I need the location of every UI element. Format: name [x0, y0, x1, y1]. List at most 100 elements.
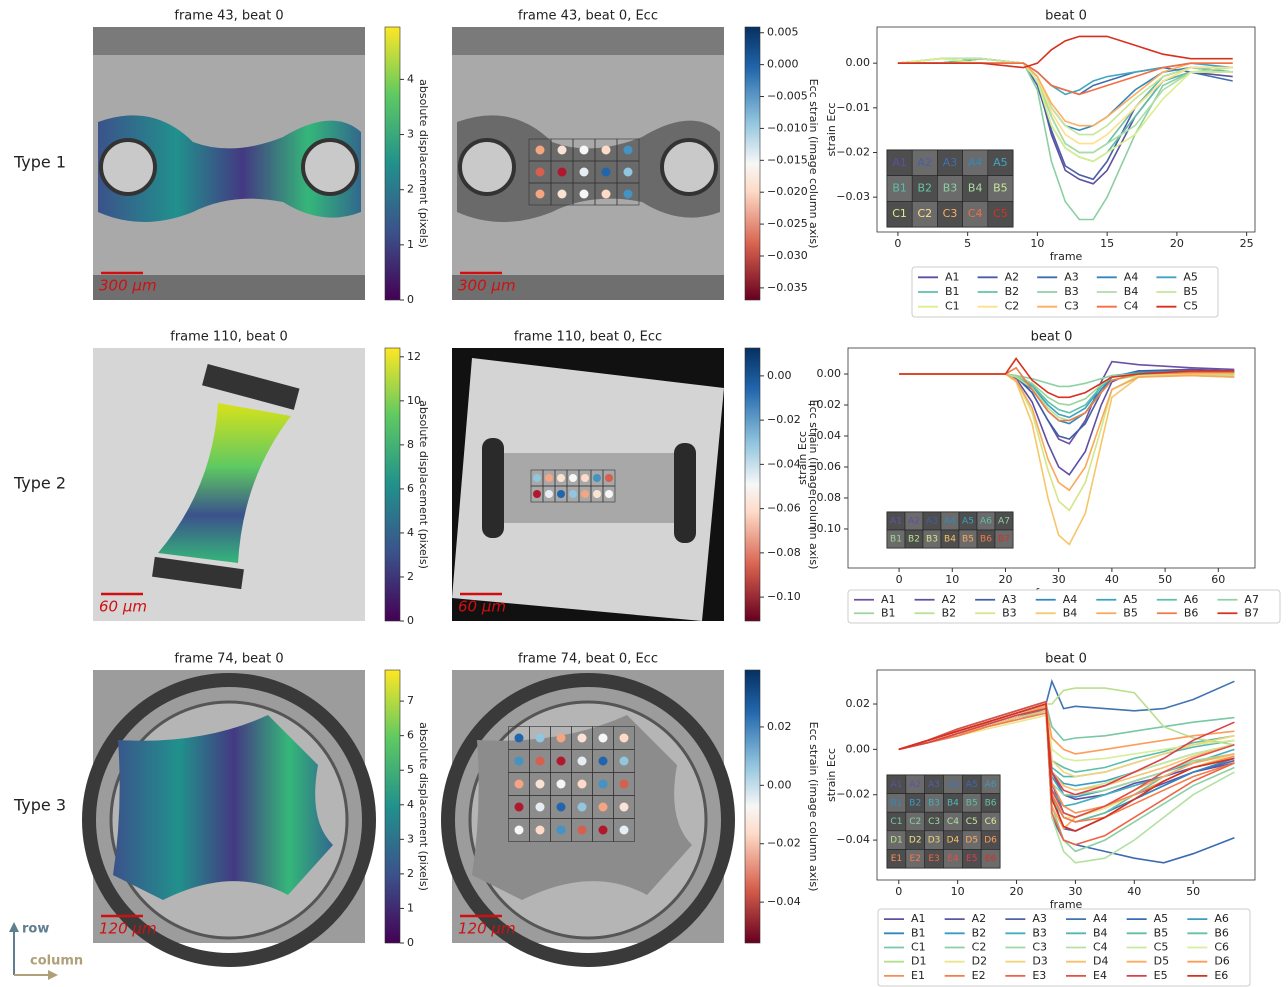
post [482, 438, 504, 538]
x-tick-label: 30 [1052, 573, 1066, 586]
inset-label: B1 [890, 798, 902, 808]
inset-label: B2 [908, 535, 920, 545]
inset-label: C3 [943, 207, 958, 220]
colorbar-label: Ecc strain (image column axis) [807, 722, 820, 892]
inset-label: B5 [993, 182, 1008, 195]
inset-label: D1 [890, 836, 903, 846]
inset-label: B2 [918, 182, 933, 195]
y-tick-label: −0.08 [807, 491, 841, 504]
y-tick-label: 0.00 [846, 742, 871, 755]
x-tick-label: 10 [951, 885, 965, 898]
strain-dot [557, 474, 565, 482]
panel-title: frame 74, beat 0, Ecc [518, 652, 658, 667]
legend-label: A4 [1124, 270, 1139, 283]
inset-label: A5 [993, 156, 1008, 169]
colorbar-label: absolute displacement (pixels) [417, 400, 430, 569]
strain-dot [624, 168, 633, 177]
post [101, 140, 155, 194]
strain-dot [569, 490, 577, 498]
scale-bar-label: 60 μm [99, 598, 147, 616]
legend-label: B6 [1184, 606, 1199, 619]
strain-dot [558, 190, 567, 199]
inset-label: C5 [966, 817, 978, 827]
colorbar [745, 670, 760, 943]
colorbar-tick-label: 4 [407, 72, 414, 85]
colorbar-tick-label: 5 [407, 763, 414, 776]
post [303, 140, 357, 194]
colorbar-tick-label: 6 [407, 729, 414, 742]
legend-label: A5 [1123, 593, 1138, 606]
colorbar-tick-label: −0.030 [767, 249, 808, 262]
colorbar [745, 27, 760, 300]
x-tick-label: 10 [945, 573, 959, 586]
legend-label: A1 [911, 912, 926, 925]
strain-dot [515, 826, 524, 835]
inset-label: A5 [962, 517, 974, 527]
x-tick-label: 60 [1211, 573, 1225, 586]
legend-label: D5 [1154, 955, 1169, 968]
inset-label: A1 [890, 780, 902, 790]
y-tick-label: 0.00 [817, 367, 842, 380]
legend-label: B6 [1214, 926, 1229, 939]
strain-dot [578, 826, 587, 835]
legend-label: B4 [1124, 285, 1139, 298]
colorbar-tick-label: −0.04 [767, 895, 801, 908]
x-tick-label: 20 [998, 573, 1012, 586]
legend-label: B5 [1154, 926, 1169, 939]
panel-title: frame 110, beat 0 [170, 330, 287, 345]
strain-dot [557, 734, 566, 743]
inset-label: B1 [890, 535, 902, 545]
colorbar-tick-label: −0.02 [767, 837, 801, 850]
scale-bar-label: 120 μm [99, 920, 157, 938]
legend-label: B2 [972, 926, 987, 939]
column-label: column [30, 954, 83, 969]
strain-dot [533, 474, 541, 482]
figure: row column Type 1Type 2Type 3frame 43, b… [0, 0, 1288, 987]
legend-label: E1 [911, 969, 925, 982]
colorbar-tick-label: 4 [407, 798, 414, 811]
legend-label: C1 [911, 941, 926, 954]
post [460, 140, 514, 194]
strain-dot [605, 490, 613, 498]
legend-label: D4 [1093, 955, 1108, 968]
inset-label: A6 [980, 517, 992, 527]
colorbar-tick-label: 8 [407, 438, 414, 451]
inset-label: D6 [984, 836, 997, 846]
legend-label: C3 [1032, 941, 1047, 954]
y-tick-label: −0.02 [836, 788, 870, 801]
post [662, 140, 716, 194]
colorbar-tick-label: 0.00 [767, 778, 792, 791]
colorbar-tick-label: 0.00 [767, 369, 792, 382]
legend-label: C2 [1005, 300, 1020, 313]
strain-dot [557, 490, 565, 498]
x-tick-label: 5 [964, 237, 971, 250]
inset-label: C1 [892, 207, 907, 220]
strain-dot [580, 190, 589, 199]
strain-dot [578, 803, 587, 812]
legend-label: C5 [1154, 941, 1169, 954]
strain-dot [536, 826, 545, 835]
strain-dot [536, 734, 545, 743]
colorbar-tick-label: 4 [407, 526, 414, 539]
legend-label: C2 [972, 941, 987, 954]
strain-dot [620, 757, 629, 766]
colorbar-tick-label: −0.020 [767, 185, 808, 198]
colorbar-tick-label: −0.10 [767, 590, 801, 603]
strain-dot [557, 803, 566, 812]
legend-label: A1 [945, 270, 960, 283]
inset-label: B4 [968, 182, 983, 195]
panel-title: frame 43, beat 0 [174, 9, 283, 24]
strain-dot [599, 757, 608, 766]
inset-label: A2 [918, 156, 933, 169]
colorbar-tick-label: −0.010 [767, 121, 808, 134]
strain-dot [578, 780, 587, 789]
inset-label: D2 [909, 836, 922, 846]
strain-dot [599, 826, 608, 835]
chart-title: beat 0 [1031, 330, 1073, 345]
inset-label: A1 [890, 517, 902, 527]
strain-dot [569, 474, 577, 482]
x-tick-label: 15 [1100, 237, 1114, 250]
inset-label: B5 [962, 535, 974, 545]
inset-label: A5 [966, 780, 978, 790]
inset-label: B3 [926, 535, 938, 545]
